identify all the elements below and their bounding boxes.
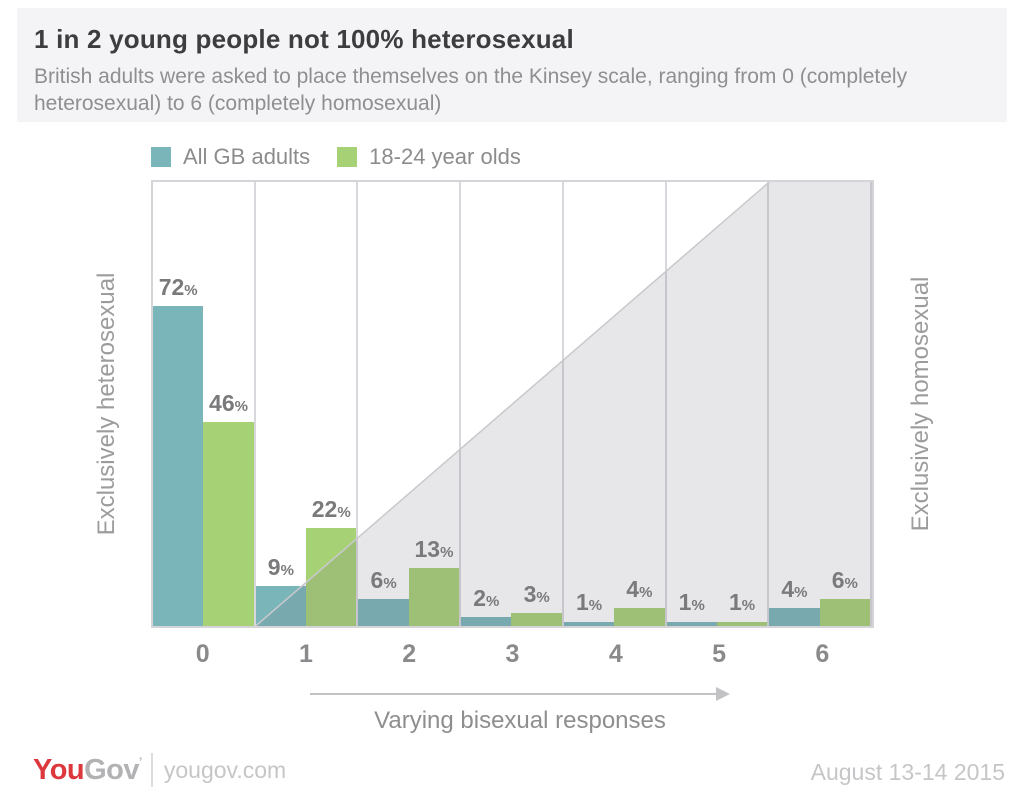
bar-all-gb-adults [461, 617, 512, 626]
x-tick-label: 1 [298, 640, 313, 668]
logo-trademark-icon: ’ [139, 754, 142, 769]
legend-swatch [151, 147, 171, 167]
x-axis-labels: 0 1 2 3 4 5 6 [151, 640, 874, 669]
chart-column: 6% 13% [358, 182, 462, 626]
bar-all-gb-adults [666, 621, 717, 626]
bar-18-24-year-olds [819, 599, 870, 626]
logo-gov: Gov [84, 753, 140, 786]
chart-column: 9% 22% [255, 182, 359, 626]
value-label: 4% [626, 576, 653, 603]
logo-you: You [33, 753, 85, 786]
bar-all-gb-adults [153, 306, 204, 626]
value-label: 72% [158, 274, 198, 301]
axis-label-left: Exclusively heterosexual [93, 272, 120, 536]
x-tick-label: 3 [505, 640, 520, 668]
bar-18-24-year-olds [203, 421, 254, 626]
bar-18-24-year-olds [511, 612, 562, 626]
value-label: 22% [311, 496, 351, 523]
x-tick-label: 4 [608, 640, 623, 668]
bar-all-gb-adults [358, 599, 409, 626]
value-label: 9% [267, 553, 294, 580]
legend-label: 18-24 year olds [369, 144, 521, 169]
chart-column: 1% 4% [563, 182, 667, 626]
survey-date: August 13-14 2015 [810, 759, 1005, 785]
legend-item: All GB adults [151, 144, 310, 170]
value-label: 2% [473, 584, 500, 611]
bar-all-gb-adults [769, 608, 820, 626]
value-label: 1% [575, 589, 603, 616]
value-label: 4% [781, 576, 808, 603]
bar-18-24-year-olds [716, 621, 768, 626]
chart-column: 2% 3% [461, 182, 564, 626]
logo-divider [150, 753, 153, 787]
value-label: 1% [678, 589, 705, 616]
x-tick-label: 0 [195, 640, 210, 668]
chart-column: 4% 6% [769, 182, 872, 626]
bar-18-24-year-olds [614, 608, 665, 626]
x-tick-label: 2 [402, 640, 417, 668]
value-label: 1% [729, 589, 756, 616]
chart-column: 1% 1% [666, 182, 770, 626]
plot-area: 72% 46% 9% 22% 6% 13% 2% 3% 1% 4% 1% 1% 4% 6% [151, 180, 874, 628]
arrow-head-icon [716, 687, 730, 701]
value-label: 6% [831, 567, 858, 594]
bar-all-gb-adults [563, 621, 615, 626]
bisexual-arrow [310, 687, 730, 701]
x-tick-label: 5 [712, 640, 726, 668]
arrow-caption: Varying bisexual responses [374, 707, 666, 734]
value-label: 46% [209, 389, 248, 416]
header-band: 1 in 2 young people not 100% heterosexua… [17, 8, 1007, 122]
chart-column: 72% 46% [153, 182, 256, 626]
axis-label-right: Exclusively homosexual [907, 276, 934, 532]
legend-item: 18-24 year olds [337, 144, 521, 170]
chart-legend: All GB adults 18-24 year olds [151, 144, 521, 170]
logo-wordmark: YouGov’ [33, 753, 142, 786]
bar-18-24-year-olds [408, 568, 460, 626]
arrow-line [310, 693, 716, 695]
bar-all-gb-adults [255, 586, 307, 626]
value-label: 6% [370, 567, 397, 594]
value-label: 13% [414, 536, 454, 563]
legend-label: All GB adults [183, 144, 311, 169]
page-subtitle: British adults were asked to place thems… [34, 65, 908, 115]
legend-swatch [337, 147, 358, 167]
page-title: 1 in 2 young people not 100% heterosexua… [34, 24, 574, 54]
bar-18-24-year-olds [306, 528, 357, 626]
value-label: 3% [523, 580, 550, 607]
site-url: yougov.com [163, 756, 287, 783]
x-tick-label: 6 [815, 640, 830, 668]
yougov-logo: YouGov’ yougov.com [33, 753, 286, 787]
